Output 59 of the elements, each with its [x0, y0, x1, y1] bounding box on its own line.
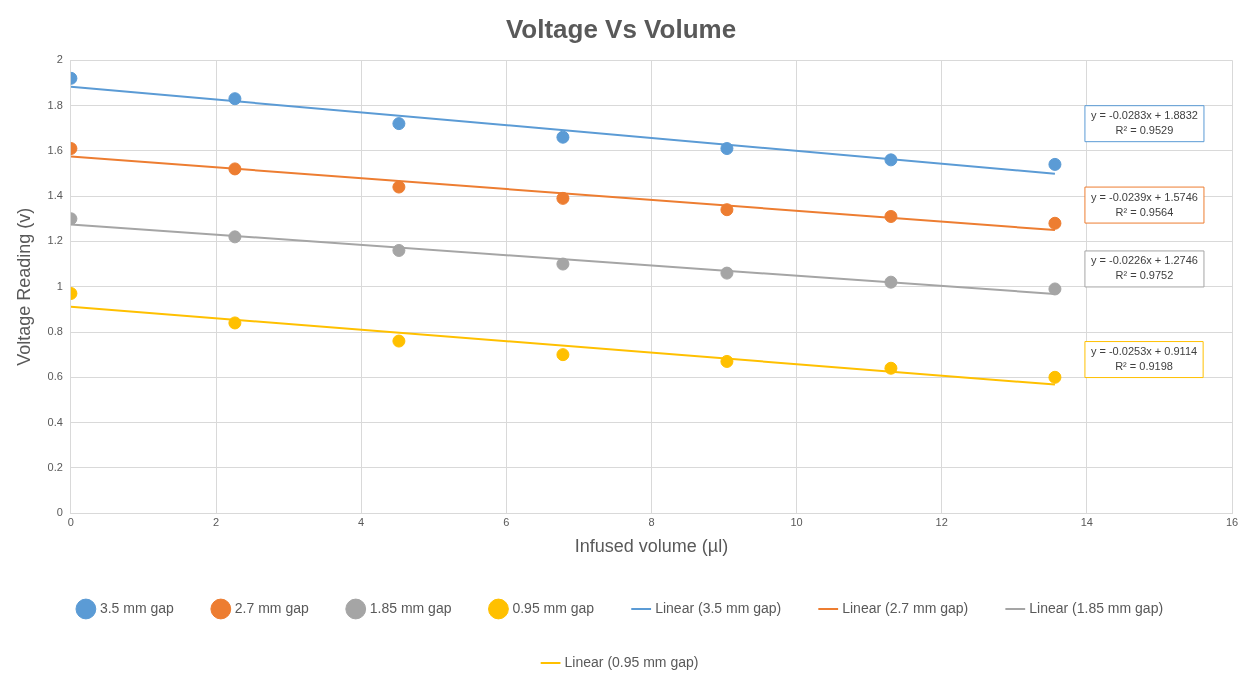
point — [228, 230, 242, 244]
point — [884, 209, 898, 223]
chart-title: Voltage Vs Volume — [505, 13, 737, 44]
point — [884, 153, 898, 167]
x-tick-label: 10 — [790, 515, 803, 528]
x-tick-label: 16 — [1225, 515, 1239, 528]
legend-label: Linear (3.5 mm gap) — [655, 599, 782, 616]
point — [1048, 282, 1062, 296]
point — [720, 354, 734, 368]
legend-label: 0.95 mm gap — [512, 599, 595, 616]
legend-label: Linear (0.95 mm gap) — [564, 653, 699, 670]
point — [556, 130, 570, 144]
y-tick-label: 1.4 — [47, 189, 63, 202]
y-tick-label: 1.6 — [47, 143, 63, 156]
annotation: y = -0.0253x + 0.9114 R² = 0.9198 — [1090, 345, 1198, 373]
x-axis-title: Infused volume (µl) — [574, 536, 729, 557]
point — [884, 361, 898, 375]
point — [228, 92, 242, 106]
y-tick-label: 0.8 — [47, 325, 63, 338]
y-tick-label: 0.2 — [47, 460, 63, 473]
annotation: y = -0.0226x + 1.2746 R² = 0.9752 — [1090, 254, 1198, 282]
point — [1048, 157, 1062, 171]
legend-label: Linear (1.85 mm gap) — [1029, 599, 1164, 616]
point — [228, 162, 242, 176]
y-tick-label: 0.4 — [47, 415, 63, 428]
point — [884, 275, 898, 289]
y-tick-label: 1 — [56, 279, 63, 292]
x-tick-label: 4 — [358, 515, 365, 528]
y-axis-title: Voltage Reading (v) — [13, 207, 34, 366]
y-tick-label: 1.2 — [47, 234, 63, 247]
point — [556, 257, 570, 271]
point — [392, 334, 406, 348]
x-tick-label: 2 — [212, 515, 220, 528]
x-tick-label: 8 — [648, 515, 655, 528]
point — [720, 203, 734, 217]
y-tick-label: 2 — [56, 53, 63, 66]
x-tick-label: 14 — [1080, 515, 1093, 528]
point — [392, 117, 406, 131]
annotation: y = -0.0239x + 1.5746 R² = 0.9564 — [1090, 190, 1198, 218]
x-tick-label: 0 — [67, 515, 74, 528]
point — [1048, 370, 1062, 384]
legend-label: 3.5 mm gap — [99, 599, 175, 616]
x-tick-label: 6 — [503, 515, 510, 528]
point — [1048, 216, 1062, 230]
point — [720, 142, 734, 156]
point — [556, 191, 570, 205]
point — [720, 266, 734, 280]
legend-label: Linear (2.7 mm gap) — [842, 599, 969, 616]
legend-label: 2.7 mm gap — [234, 599, 309, 616]
y-tick-label: 0 — [56, 506, 63, 519]
point — [556, 348, 570, 362]
y-tick-label: 0.6 — [47, 370, 63, 383]
point — [392, 243, 406, 257]
x-tick-label: 12 — [935, 515, 948, 528]
y-tick-label: 1.8 — [47, 98, 63, 111]
legend-label: 1.85 mm gap — [369, 599, 452, 616]
annotation: y = -0.0283x + 1.8832 R² = 0.9529 — [1090, 109, 1198, 137]
point — [392, 180, 406, 194]
point — [228, 316, 242, 330]
